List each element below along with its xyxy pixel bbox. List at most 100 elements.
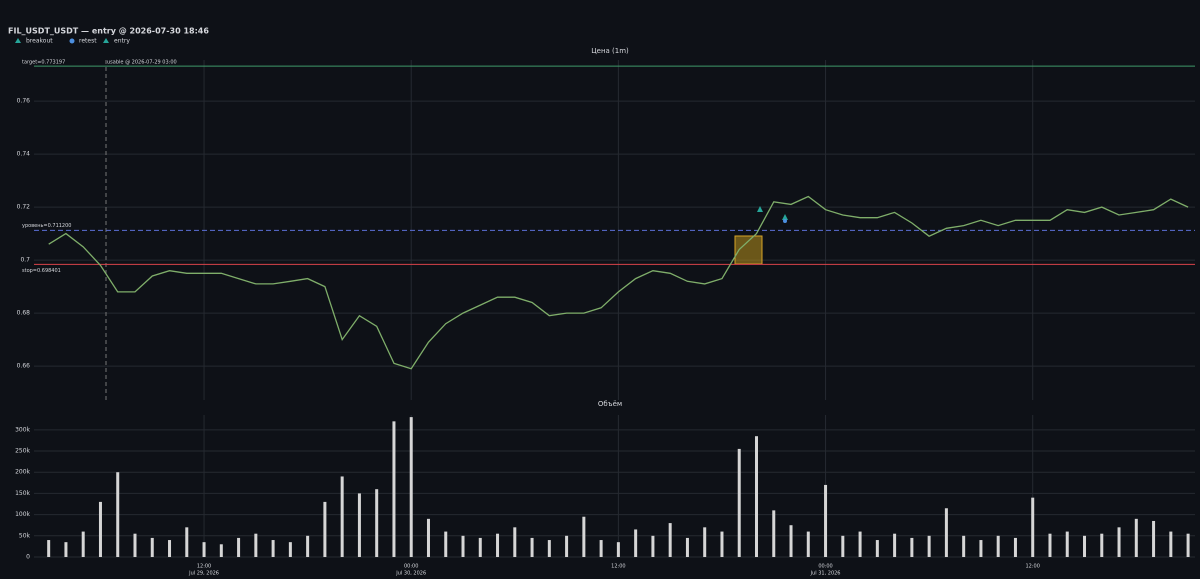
volume-bar xyxy=(772,510,776,557)
legend-marker xyxy=(69,38,75,44)
volume-bar xyxy=(703,527,707,557)
x-tick-label: 00:00 xyxy=(404,564,418,570)
volume-bar xyxy=(841,535,845,557)
volume-bar xyxy=(582,516,586,557)
retest-marker xyxy=(783,219,787,223)
volume-bar xyxy=(1065,531,1069,557)
legend-label: retest xyxy=(79,38,97,45)
volume-bar xyxy=(944,508,948,557)
volume-bar xyxy=(237,537,241,557)
volume-bar xyxy=(357,493,361,557)
volume-bar xyxy=(893,533,897,557)
y-tick-label: 0.76 xyxy=(17,98,31,105)
x-tick-label: 12:00 xyxy=(197,564,211,570)
volume-bar xyxy=(1134,518,1138,557)
level-label: target=0.773197 xyxy=(22,60,65,66)
volume-bar xyxy=(634,529,638,557)
volume-bar xyxy=(409,417,413,557)
volume-bar xyxy=(150,537,154,557)
subplot-title: Цена (1m) xyxy=(591,47,629,55)
volume-bar xyxy=(340,476,344,557)
volume-bar xyxy=(599,540,603,557)
x-tick-label: Jul 31, 2026 xyxy=(810,571,841,577)
volume-bar xyxy=(98,501,102,557)
breakout-marker xyxy=(757,206,763,212)
volume-bar xyxy=(254,533,258,557)
volume-bar xyxy=(651,535,655,557)
volume-bar xyxy=(116,472,120,557)
y-tick-label: 250k xyxy=(15,448,30,455)
volume-bar xyxy=(979,540,983,557)
legend-marker xyxy=(15,38,21,43)
volume-bar xyxy=(565,535,569,557)
x-tick-label: 12:00 xyxy=(611,564,625,570)
y-tick-label: 0.72 xyxy=(17,204,31,211)
volume-bar xyxy=(444,531,448,557)
volume-bar xyxy=(720,531,724,557)
volume-bar xyxy=(824,484,828,557)
volume-bar xyxy=(81,531,85,557)
volume-bar xyxy=(910,537,914,557)
volume-bar xyxy=(168,540,172,557)
volume-bar xyxy=(616,542,620,557)
y-tick-label: 0 xyxy=(26,554,30,561)
volume-bar xyxy=(375,489,379,557)
volume-bar xyxy=(1100,533,1104,557)
volume-bar xyxy=(1152,520,1156,557)
volume-bar xyxy=(271,540,275,557)
level-label: уровень=0.711200 xyxy=(22,223,71,229)
volume-bar xyxy=(754,436,758,557)
volume-bar xyxy=(1031,497,1035,557)
legend-marker xyxy=(103,38,109,43)
chart-title: FIL_USDT_USDT — entry @ 2026-07-30 18:46 xyxy=(8,27,209,36)
volume-bar xyxy=(426,518,430,557)
x-tick-label: 00:00 xyxy=(818,564,832,570)
volume-bar xyxy=(202,542,206,557)
legend-label: breakout xyxy=(26,38,53,45)
volume-bar xyxy=(1083,535,1087,557)
volume-bar xyxy=(219,544,223,557)
y-tick-label: 50k xyxy=(19,532,31,539)
volume-bar xyxy=(64,542,68,557)
volume-bar xyxy=(789,525,793,557)
volume-bar xyxy=(47,540,51,557)
volume-bar xyxy=(685,537,689,557)
volume-bar xyxy=(392,421,396,557)
legend: breakout retest entry xyxy=(15,38,130,45)
volume-bar xyxy=(323,501,327,557)
entry-marker xyxy=(782,214,788,220)
volume-bar xyxy=(306,535,310,557)
y-tick-label: 0.68 xyxy=(17,310,31,317)
volume-bar xyxy=(133,533,137,557)
y-tick-label: 0.7 xyxy=(20,257,30,264)
volume-bar xyxy=(288,542,292,557)
y-tick-label: 200k xyxy=(15,469,30,476)
volume-bar xyxy=(496,533,500,557)
volume-bar xyxy=(461,535,465,557)
x-tick-label: Jul 29, 2026 xyxy=(188,571,219,577)
level-label: stop=0.698401 xyxy=(22,268,61,274)
volume-bar xyxy=(1186,533,1190,557)
x-tick-label: 12:00 xyxy=(1026,564,1040,570)
volume-bar xyxy=(185,527,189,557)
volume-bar xyxy=(996,535,1000,557)
annotation: usable @ 2026-07-29 03:00 xyxy=(107,60,177,66)
legend-label: entry xyxy=(114,38,130,45)
volume-bar xyxy=(1117,527,1121,557)
volume-bar xyxy=(478,537,482,557)
price-line xyxy=(48,195,1189,370)
volume-bar xyxy=(668,523,672,557)
y-tick-label: 0.66 xyxy=(17,363,31,370)
volume-bar xyxy=(875,540,879,557)
volume-bar xyxy=(858,531,862,557)
volume-bar xyxy=(806,531,810,557)
volume-bar xyxy=(962,535,966,557)
volume-bar xyxy=(737,448,741,557)
y-tick-label: 0.74 xyxy=(17,151,31,158)
volume-bar xyxy=(1048,533,1052,557)
volume-bar xyxy=(1013,537,1017,557)
volume-bar xyxy=(547,540,551,557)
